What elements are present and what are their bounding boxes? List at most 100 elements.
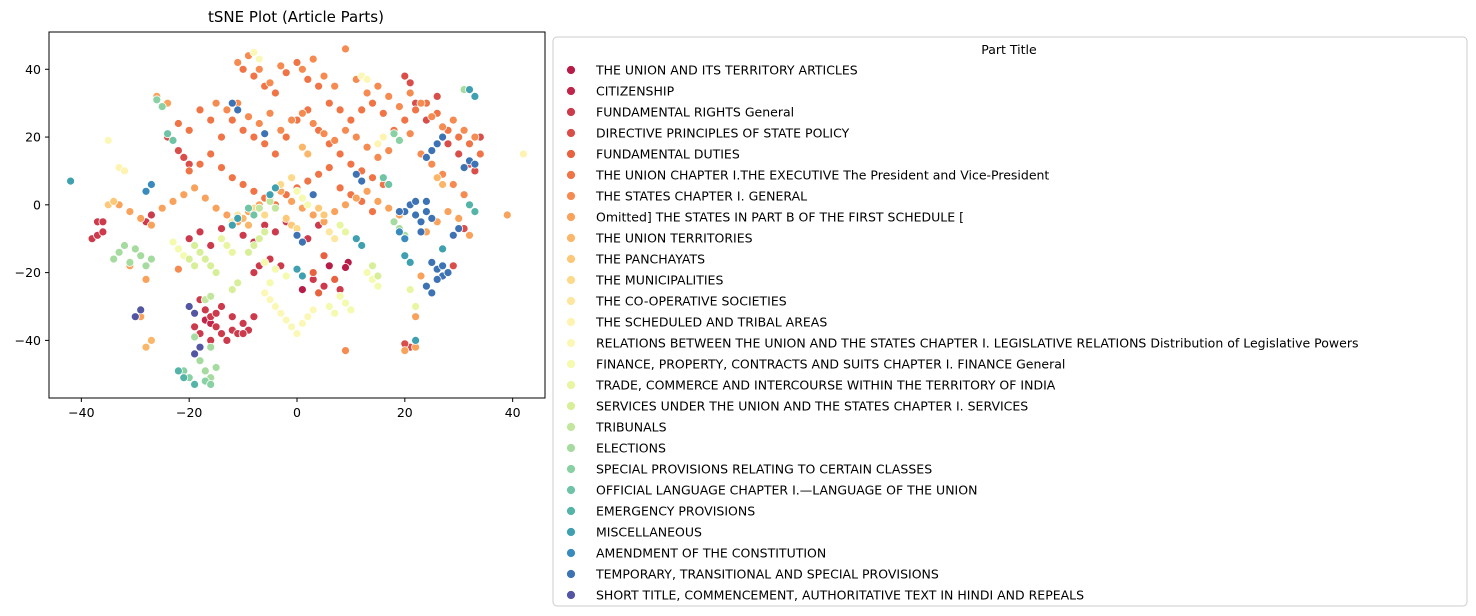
legend-label: AMENDMENT OF THE CONSTITUTION [596, 546, 826, 561]
scatter-point [249, 186, 259, 196]
scatter-point [400, 346, 410, 356]
scatter-point [130, 244, 140, 254]
scatter-point [281, 213, 291, 223]
scatter-point [438, 180, 448, 189]
scatter-point [227, 220, 237, 230]
scatter-point [427, 257, 437, 267]
legend-frame [552, 36, 1468, 607]
legend-label: FINANCE, PROPERTY, CONTRACTS AND SUITS C… [596, 357, 1065, 372]
scatter-point [470, 159, 480, 169]
legend-item: CITIZENSHIP [566, 84, 675, 99]
scatter-point [308, 210, 318, 220]
y-tick-label: 40 [25, 62, 41, 77]
scatter-point [411, 302, 421, 311]
scatter-point [227, 312, 237, 322]
scatter-point [303, 149, 313, 159]
scatter-points [66, 44, 528, 389]
scatter-point [184, 166, 194, 176]
scatter-point [244, 203, 253, 213]
scatter-point [157, 203, 167, 213]
scatter-point [454, 132, 464, 142]
scatter-point [308, 54, 318, 64]
scatter-point [416, 227, 426, 237]
scatter-point [184, 125, 194, 135]
scatter-point [254, 64, 264, 74]
scatter-point [351, 169, 361, 179]
legend-label: THE SCHEDULED AND TRIBAL AREAS [595, 315, 827, 330]
scatter-point [357, 241, 367, 250]
scatter-point [459, 125, 469, 135]
legend-item: FUNDAMENTAL DUTIES [566, 147, 740, 162]
scatter-point [141, 342, 151, 352]
legend-marker [566, 569, 576, 579]
legend-label: EMERGENCY PROVISIONS [596, 504, 755, 519]
scatter-point [206, 342, 216, 352]
scatter-point [314, 169, 324, 179]
scatter-point [244, 247, 253, 257]
legend: Part Title THE UNION AND ITS TERRITORY A… [552, 36, 1468, 607]
scatter-point [405, 257, 415, 267]
scatter-point [373, 196, 383, 206]
legend-item: TRIBUNALS [566, 420, 667, 435]
scatter-point [276, 125, 286, 135]
scatter-point [270, 203, 280, 213]
scatter-point [297, 64, 307, 74]
legend-marker [566, 65, 576, 75]
scatter-point [125, 207, 135, 217]
scatter-point [227, 247, 237, 257]
scatter-point [227, 98, 237, 108]
legend-item: SERVICES UNDER THE UNION AND THE STATES … [566, 399, 1028, 414]
scatter-point [292, 230, 302, 240]
legend-marker [566, 149, 576, 159]
scatter-point [346, 115, 356, 125]
scatter-point [373, 139, 383, 149]
legend-label: THE UNION TERRITORIES [595, 231, 753, 246]
scatter-point [448, 115, 458, 125]
scatter-point [297, 271, 307, 281]
scatter-point [287, 196, 297, 206]
legend-label: OFFICIAL LANGUAGE CHAPTER I.—LANGUAGE OF… [596, 483, 977, 498]
y-axis-ticks: 40 20 0 −20 −40 [15, 62, 49, 348]
scatter-point [260, 139, 270, 149]
legend-title: Part Title [981, 42, 1037, 57]
scatter-point [378, 173, 388, 183]
scatter-point [120, 241, 129, 250]
scatter-point [98, 227, 108, 237]
scatter-point [427, 146, 437, 156]
scatter-point [190, 241, 200, 250]
scatter-point [130, 312, 140, 322]
scatter-point [357, 176, 367, 186]
scatter-point [287, 115, 297, 125]
scatter-point [260, 288, 270, 298]
x-tick-label: −40 [68, 405, 94, 420]
legend-label: THE MUNICIPALITIES [595, 273, 723, 288]
scatter-point [190, 379, 200, 389]
scatter-point [303, 75, 313, 84]
scatter-point [249, 71, 259, 81]
scatter-point [184, 254, 194, 264]
legend-label: FUNDAMENTAL RIGHTS General [596, 105, 794, 120]
scatter-point [335, 220, 345, 230]
scatter-point [287, 173, 297, 183]
scatter-point [378, 108, 388, 118]
scatter-point [146, 335, 156, 345]
scatter-point [66, 176, 75, 186]
scatter-point [254, 54, 264, 64]
scatter-point [270, 264, 280, 274]
x-tick-label: 40 [505, 405, 521, 420]
scatter-point [330, 135, 340, 145]
legend-label: THE PANCHAYATS [595, 252, 705, 267]
scatter-point [173, 366, 183, 376]
legend-marker [566, 422, 576, 432]
scatter-point [211, 98, 221, 108]
scatter-point [335, 149, 345, 159]
scatter-point [254, 203, 264, 213]
scatter-point [421, 207, 431, 217]
scatter-point [400, 115, 410, 125]
legend-marker [566, 317, 576, 327]
scatter-point [519, 149, 528, 159]
scatter-point [297, 108, 307, 118]
scatter-point [211, 363, 221, 372]
legend-label: ELECTIONS [596, 441, 666, 456]
scatter-point [233, 105, 243, 115]
